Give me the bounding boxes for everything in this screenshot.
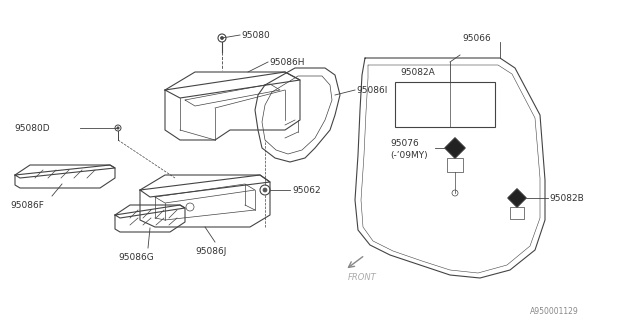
Text: 95076: 95076 <box>390 139 419 148</box>
Circle shape <box>117 127 119 129</box>
Polygon shape <box>445 138 465 158</box>
Text: 95086H: 95086H <box>269 58 305 67</box>
Text: 95080D: 95080D <box>14 124 50 132</box>
Text: 95086J: 95086J <box>195 247 227 257</box>
Text: A950001129: A950001129 <box>530 308 579 316</box>
Text: (-’09MY): (-’09MY) <box>390 150 428 159</box>
Bar <box>395 82 495 127</box>
Text: 95082B: 95082B <box>549 194 584 203</box>
Polygon shape <box>508 189 526 207</box>
Text: 95080: 95080 <box>241 30 269 39</box>
Text: 95086I: 95086I <box>356 85 387 94</box>
Text: 95086G: 95086G <box>118 253 154 262</box>
Bar <box>510 207 524 219</box>
Text: 95082A: 95082A <box>400 68 435 76</box>
Circle shape <box>263 188 267 192</box>
Text: 95086F: 95086F <box>10 201 44 210</box>
Circle shape <box>221 36 223 39</box>
Text: 95066: 95066 <box>462 34 491 43</box>
Text: FRONT: FRONT <box>348 274 377 283</box>
Text: 95062: 95062 <box>292 186 321 195</box>
Bar <box>447 158 463 172</box>
